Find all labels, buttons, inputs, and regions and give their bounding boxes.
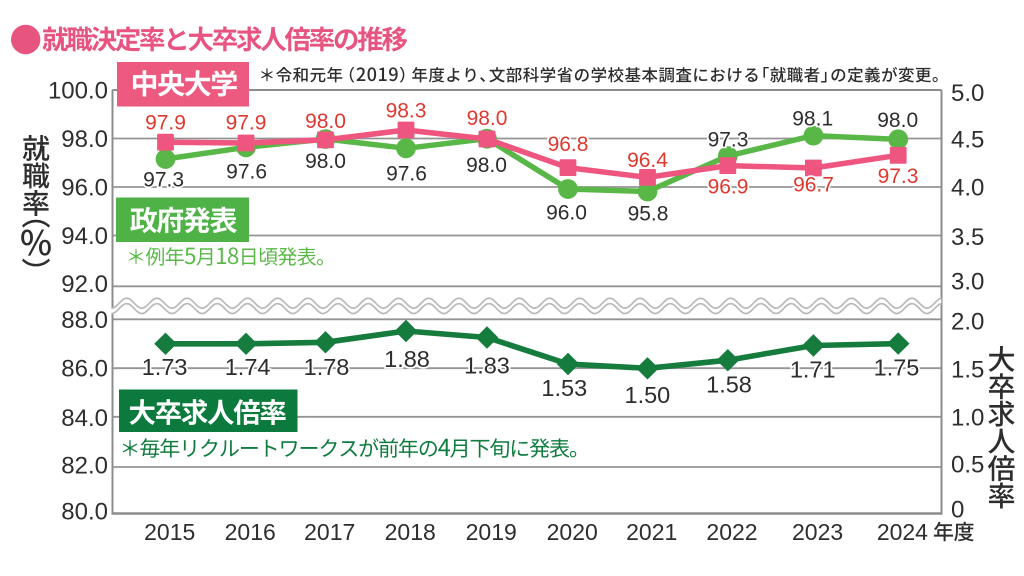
svg-text:98.0: 98.0 (305, 150, 346, 173)
svg-text:1.73: 1.73 (142, 354, 188, 380)
svg-text:1.0: 1.0 (951, 405, 984, 432)
svg-text:82.0: 82.0 (61, 453, 108, 480)
svg-text:1.74: 1.74 (225, 354, 271, 380)
svg-text:98.1: 98.1 (792, 108, 833, 131)
svg-text:80.0: 80.0 (61, 499, 108, 526)
svg-text:2021: 2021 (626, 519, 677, 545)
svg-text:4.0: 4.0 (951, 175, 984, 202)
svg-text:1.75: 1.75 (874, 355, 920, 381)
svg-text:1.50: 1.50 (625, 382, 671, 408)
svg-text:97.9: 97.9 (145, 111, 186, 134)
svg-text:96.8: 96.8 (548, 133, 589, 156)
svg-text:2022: 2022 (706, 519, 757, 545)
svg-text:98.0: 98.0 (877, 109, 918, 132)
svg-text:96.0: 96.0 (61, 175, 108, 202)
svg-text:97.3: 97.3 (143, 168, 184, 191)
svg-text:2023: 2023 (792, 519, 843, 545)
svg-text:97.6: 97.6 (386, 162, 427, 185)
svg-text:2019: 2019 (466, 519, 517, 545)
svg-text:98.0: 98.0 (466, 154, 507, 177)
svg-text:98.0: 98.0 (61, 126, 108, 153)
svg-text:2.0: 2.0 (951, 309, 984, 336)
svg-text:98.3: 98.3 (386, 99, 427, 122)
svg-text:3.0: 3.0 (951, 269, 984, 296)
svg-text:2017: 2017 (304, 519, 355, 545)
svg-text:0.5: 0.5 (951, 452, 984, 479)
svg-text:97.6: 97.6 (226, 160, 267, 183)
svg-text:88.0: 88.0 (61, 307, 108, 334)
svg-text:1.88: 1.88 (384, 346, 430, 372)
svg-text:1.53: 1.53 (541, 375, 587, 401)
svg-text:97.9: 97.9 (226, 111, 267, 134)
svg-text:86.0: 86.0 (61, 356, 108, 383)
svg-text:1.83: 1.83 (464, 353, 510, 379)
svg-text:2016: 2016 (225, 519, 276, 545)
svg-text:98.0: 98.0 (467, 107, 508, 130)
svg-text:1.58: 1.58 (706, 372, 752, 398)
svg-text:94.0: 94.0 (61, 223, 108, 250)
svg-text:0: 0 (951, 497, 964, 524)
svg-text:2024: 2024 (877, 519, 928, 545)
svg-text:1.5: 1.5 (951, 357, 984, 384)
svg-text:3.5: 3.5 (951, 224, 984, 251)
svg-text:98.0: 98.0 (305, 110, 346, 133)
svg-text:2020: 2020 (547, 519, 598, 545)
svg-text:97.3: 97.3 (708, 128, 749, 151)
svg-text:100.0: 100.0 (48, 78, 108, 105)
svg-text:84.0: 84.0 (61, 405, 108, 432)
svg-text:2015: 2015 (144, 519, 195, 545)
svg-text:92.0: 92.0 (61, 271, 108, 298)
svg-text:97.3: 97.3 (878, 165, 919, 188)
svg-text:5.0: 5.0 (951, 80, 984, 107)
svg-text:96.0: 96.0 (546, 201, 587, 224)
svg-text:96.4: 96.4 (627, 149, 668, 172)
svg-text:96.9: 96.9 (708, 175, 749, 198)
svg-text:4.5: 4.5 (951, 127, 984, 154)
svg-text:1.78: 1.78 (304, 354, 350, 380)
svg-text:2018: 2018 (385, 519, 436, 545)
svg-text:96.7: 96.7 (793, 173, 834, 196)
svg-text:95.8: 95.8 (628, 202, 669, 225)
svg-text:1.71: 1.71 (790, 357, 836, 383)
